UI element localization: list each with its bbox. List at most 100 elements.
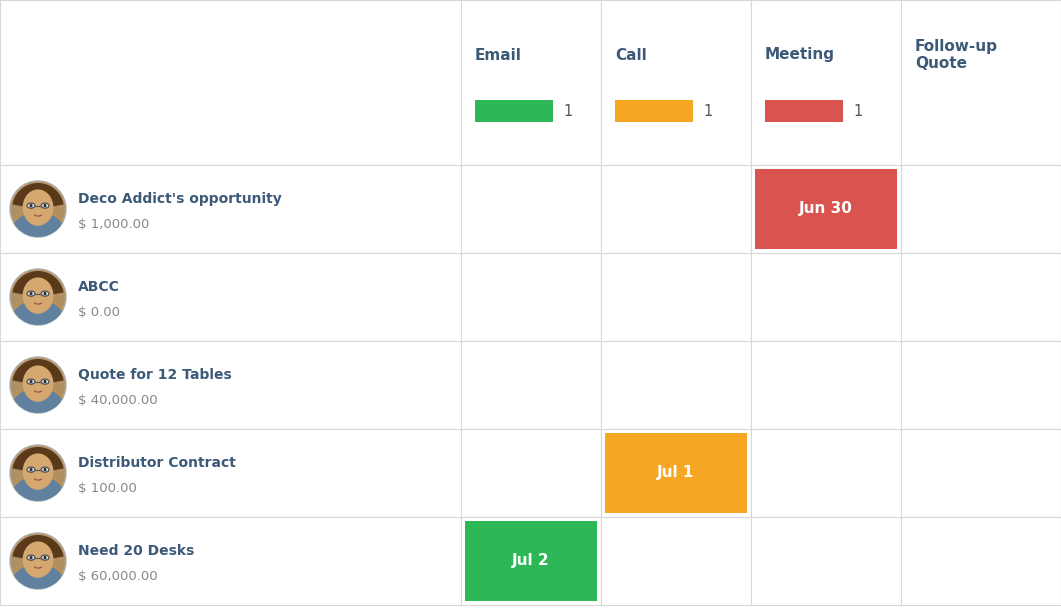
Bar — [601, 429, 751, 517]
Circle shape — [44, 292, 47, 295]
Text: Need 20 Desks: Need 20 Desks — [79, 544, 194, 558]
Bar — [460, 165, 601, 253]
Bar — [751, 429, 901, 517]
Wedge shape — [13, 183, 64, 209]
Text: Quote for 12 Tables: Quote for 12 Tables — [79, 368, 231, 382]
Bar — [615, 100, 693, 122]
Circle shape — [11, 358, 65, 412]
Ellipse shape — [28, 379, 35, 384]
Circle shape — [10, 533, 66, 589]
Ellipse shape — [28, 467, 35, 472]
Circle shape — [30, 204, 33, 207]
Wedge shape — [12, 564, 65, 595]
Ellipse shape — [41, 467, 49, 472]
Bar — [751, 341, 901, 429]
Bar — [601, 253, 751, 341]
Text: Jun 30: Jun 30 — [799, 202, 853, 216]
Bar — [901, 253, 1061, 341]
Text: $ 0.00: $ 0.00 — [79, 305, 120, 319]
Bar — [901, 341, 1061, 429]
Wedge shape — [12, 476, 65, 506]
Bar — [0, 253, 460, 341]
Bar — [475, 100, 553, 122]
Wedge shape — [13, 271, 64, 297]
Bar — [0, 429, 460, 517]
Circle shape — [10, 357, 66, 413]
Bar — [460, 253, 601, 341]
Ellipse shape — [28, 291, 35, 296]
Text: Jul 2: Jul 2 — [512, 554, 550, 568]
Bar — [460, 0, 601, 165]
Bar — [0, 0, 460, 165]
Circle shape — [11, 534, 65, 588]
Text: 1: 1 — [703, 104, 712, 118]
Ellipse shape — [28, 555, 35, 560]
Circle shape — [10, 269, 66, 325]
Ellipse shape — [41, 203, 49, 208]
Circle shape — [44, 468, 47, 471]
Text: Follow-up
Quote: Follow-up Quote — [915, 39, 998, 71]
Bar — [901, 429, 1061, 517]
Bar — [0, 517, 460, 605]
Circle shape — [44, 556, 47, 559]
Bar — [901, 165, 1061, 253]
Ellipse shape — [28, 203, 35, 208]
Bar — [601, 341, 751, 429]
Text: 1: 1 — [853, 104, 863, 118]
Text: Call: Call — [615, 47, 647, 63]
Bar — [751, 517, 901, 605]
Ellipse shape — [41, 291, 49, 296]
Text: 1: 1 — [563, 104, 572, 118]
Bar — [601, 165, 751, 253]
Bar — [0, 165, 460, 253]
Text: Email: Email — [475, 47, 522, 63]
Ellipse shape — [22, 278, 53, 314]
Bar — [601, 517, 751, 605]
Text: Distributor Contract: Distributor Contract — [79, 456, 236, 470]
Ellipse shape — [41, 555, 49, 560]
Bar — [460, 341, 601, 429]
Wedge shape — [13, 535, 64, 561]
Bar — [765, 100, 843, 122]
Circle shape — [44, 380, 47, 383]
Circle shape — [10, 181, 66, 237]
Wedge shape — [12, 388, 65, 419]
Text: $ 100.00: $ 100.00 — [79, 481, 137, 495]
Wedge shape — [13, 447, 64, 473]
Wedge shape — [13, 359, 64, 385]
Bar — [901, 0, 1061, 165]
Circle shape — [11, 446, 65, 500]
Bar — [465, 521, 597, 601]
Text: $ 60,000.00: $ 60,000.00 — [79, 569, 158, 582]
Ellipse shape — [22, 365, 53, 402]
Text: Deco Addict's opportunity: Deco Addict's opportunity — [79, 192, 282, 206]
Text: ABCC: ABCC — [79, 280, 120, 294]
Circle shape — [10, 445, 66, 501]
Ellipse shape — [22, 189, 53, 226]
Circle shape — [11, 270, 65, 324]
Bar — [755, 169, 897, 249]
Text: $ 40,000.00: $ 40,000.00 — [79, 394, 158, 406]
Ellipse shape — [22, 454, 53, 490]
Text: $ 1,000.00: $ 1,000.00 — [79, 218, 150, 230]
Bar — [901, 517, 1061, 605]
Ellipse shape — [22, 541, 53, 578]
Bar — [601, 0, 751, 165]
Bar — [751, 165, 901, 253]
Bar — [460, 517, 601, 605]
Bar — [605, 433, 747, 513]
Wedge shape — [12, 212, 65, 243]
Circle shape — [30, 292, 33, 295]
Text: Meeting: Meeting — [765, 47, 835, 63]
Bar — [751, 253, 901, 341]
Circle shape — [44, 204, 47, 207]
Bar — [751, 0, 901, 165]
Bar — [0, 341, 460, 429]
Bar — [460, 429, 601, 517]
Circle shape — [30, 556, 33, 559]
Text: Jul 1: Jul 1 — [658, 465, 695, 481]
Circle shape — [11, 182, 65, 236]
Circle shape — [30, 380, 33, 383]
Wedge shape — [12, 300, 65, 330]
Ellipse shape — [41, 379, 49, 384]
